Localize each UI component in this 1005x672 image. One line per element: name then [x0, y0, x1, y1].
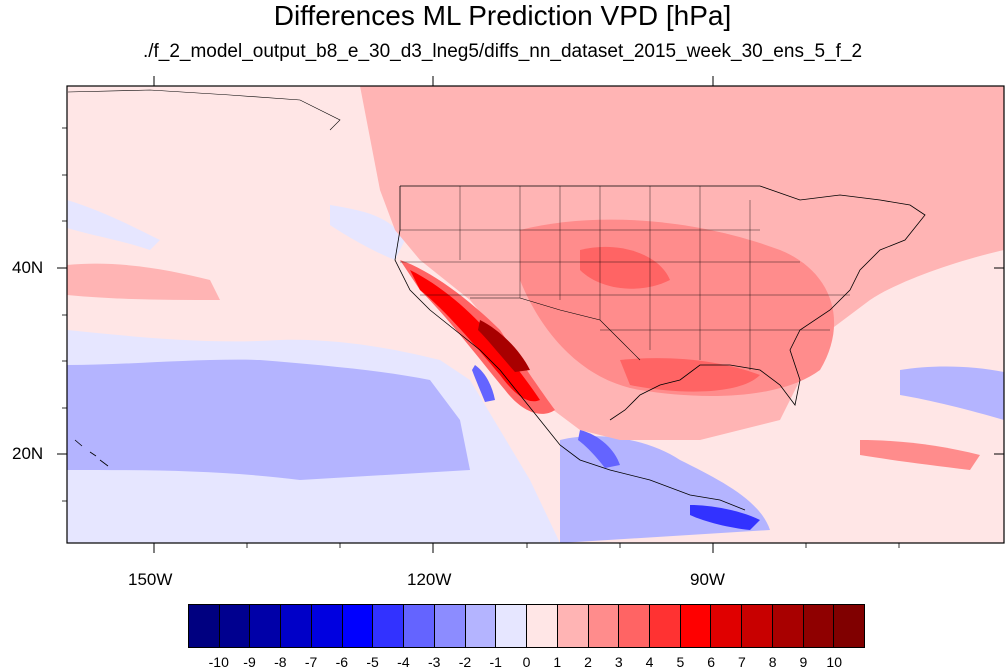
colorbar-label: 5	[676, 654, 685, 670]
colorbar-segment	[496, 605, 528, 647]
pacific-northwest-negative	[330, 205, 405, 260]
colorbar-segment	[527, 605, 558, 647]
colorbar-segment	[803, 605, 835, 647]
colorbar-segment	[373, 605, 405, 647]
colorbar-label: 7	[738, 654, 746, 670]
state-boundaries	[400, 186, 850, 370]
southwest-max-positive	[478, 320, 530, 372]
lat-tick-label: 20N	[12, 444, 44, 463]
lon-tick-label: 150W	[128, 570, 173, 589]
baja-coast-negative	[472, 365, 495, 402]
colorbar-label: -6	[335, 654, 349, 670]
colorbar-label: -2	[458, 654, 472, 670]
axis-minor-ticks	[62, 127, 900, 548]
colorbar-segment	[465, 605, 497, 647]
colorbar-segment	[742, 605, 773, 647]
colorbar-label: 0	[522, 654, 531, 670]
colorbar-label: 9	[799, 654, 808, 670]
colorbar-segment	[219, 605, 251, 647]
map-field	[67, 86, 1004, 543]
pacific-positive-band	[67, 263, 220, 300]
colorbar-label: -7	[304, 654, 318, 670]
colorbar-segment	[250, 605, 282, 647]
colorbar-segment	[834, 605, 865, 647]
colorbar-label: 1	[553, 654, 562, 670]
colorbar-label: -4	[397, 654, 410, 670]
colorbar-label: -3	[427, 654, 441, 670]
colorbar-label: -9	[243, 654, 256, 670]
colorbar-segment	[311, 605, 343, 647]
pacific-negative-core	[67, 359, 470, 480]
north-pacific-negative	[67, 200, 160, 250]
colorbar-segment	[680, 605, 712, 647]
axis-ticks	[57, 76, 1004, 553]
caribbean-positive	[860, 440, 980, 470]
colorbar-label: -10	[208, 654, 229, 670]
map-title: Differences ML Prediction VPD [hPa]	[273, 0, 732, 31]
colorbar-segment	[711, 605, 743, 647]
alaska-coastline	[67, 89, 341, 131]
colorbar-label: 4	[645, 654, 654, 670]
colorbar-segment	[281, 605, 312, 647]
colorbar-label: 3	[614, 654, 623, 670]
colorbar-label: -5	[366, 654, 379, 670]
lon-tick-label: 90W	[690, 570, 725, 589]
colorbar-label: 2	[584, 654, 592, 670]
map-subtitle: ./f_2_model_output_b8_e_30_d3_lneg5/diff…	[142, 41, 863, 62]
colorbar-segment	[557, 605, 589, 647]
plot-frame	[66, 85, 1005, 544]
central-america-strong-negative	[690, 505, 760, 530]
lon-tick-label: 120W	[407, 570, 452, 589]
us-mexico-border	[470, 297, 641, 361]
colorbar-segment	[650, 605, 681, 647]
colorbar-label: 10	[826, 654, 843, 670]
lat-tick-label: 40N	[12, 258, 44, 277]
colorbar-label: 6	[707, 654, 716, 670]
colorbar-segment	[342, 605, 374, 647]
colorbar-segment	[189, 605, 220, 647]
gulf-positive-core	[620, 358, 760, 392]
colorbar-segment	[434, 605, 466, 647]
colorbar-segment	[404, 605, 435, 647]
colorbar	[188, 604, 865, 648]
atlantic-negative	[900, 366, 1004, 420]
plains-positive-core	[580, 246, 670, 289]
southwest-strong-positive	[410, 270, 540, 402]
colorbar-label: 8	[768, 654, 777, 670]
colorbar-label: -8	[274, 654, 287, 670]
pacific-coastline	[394, 186, 746, 511]
mexico-negative	[578, 430, 620, 468]
hawaii-islands	[74, 439, 109, 467]
colorbar-label: -1	[489, 654, 502, 670]
colorbar-segment	[588, 605, 620, 647]
colorbar-segment	[772, 605, 804, 647]
colorbar-segment	[619, 605, 651, 647]
